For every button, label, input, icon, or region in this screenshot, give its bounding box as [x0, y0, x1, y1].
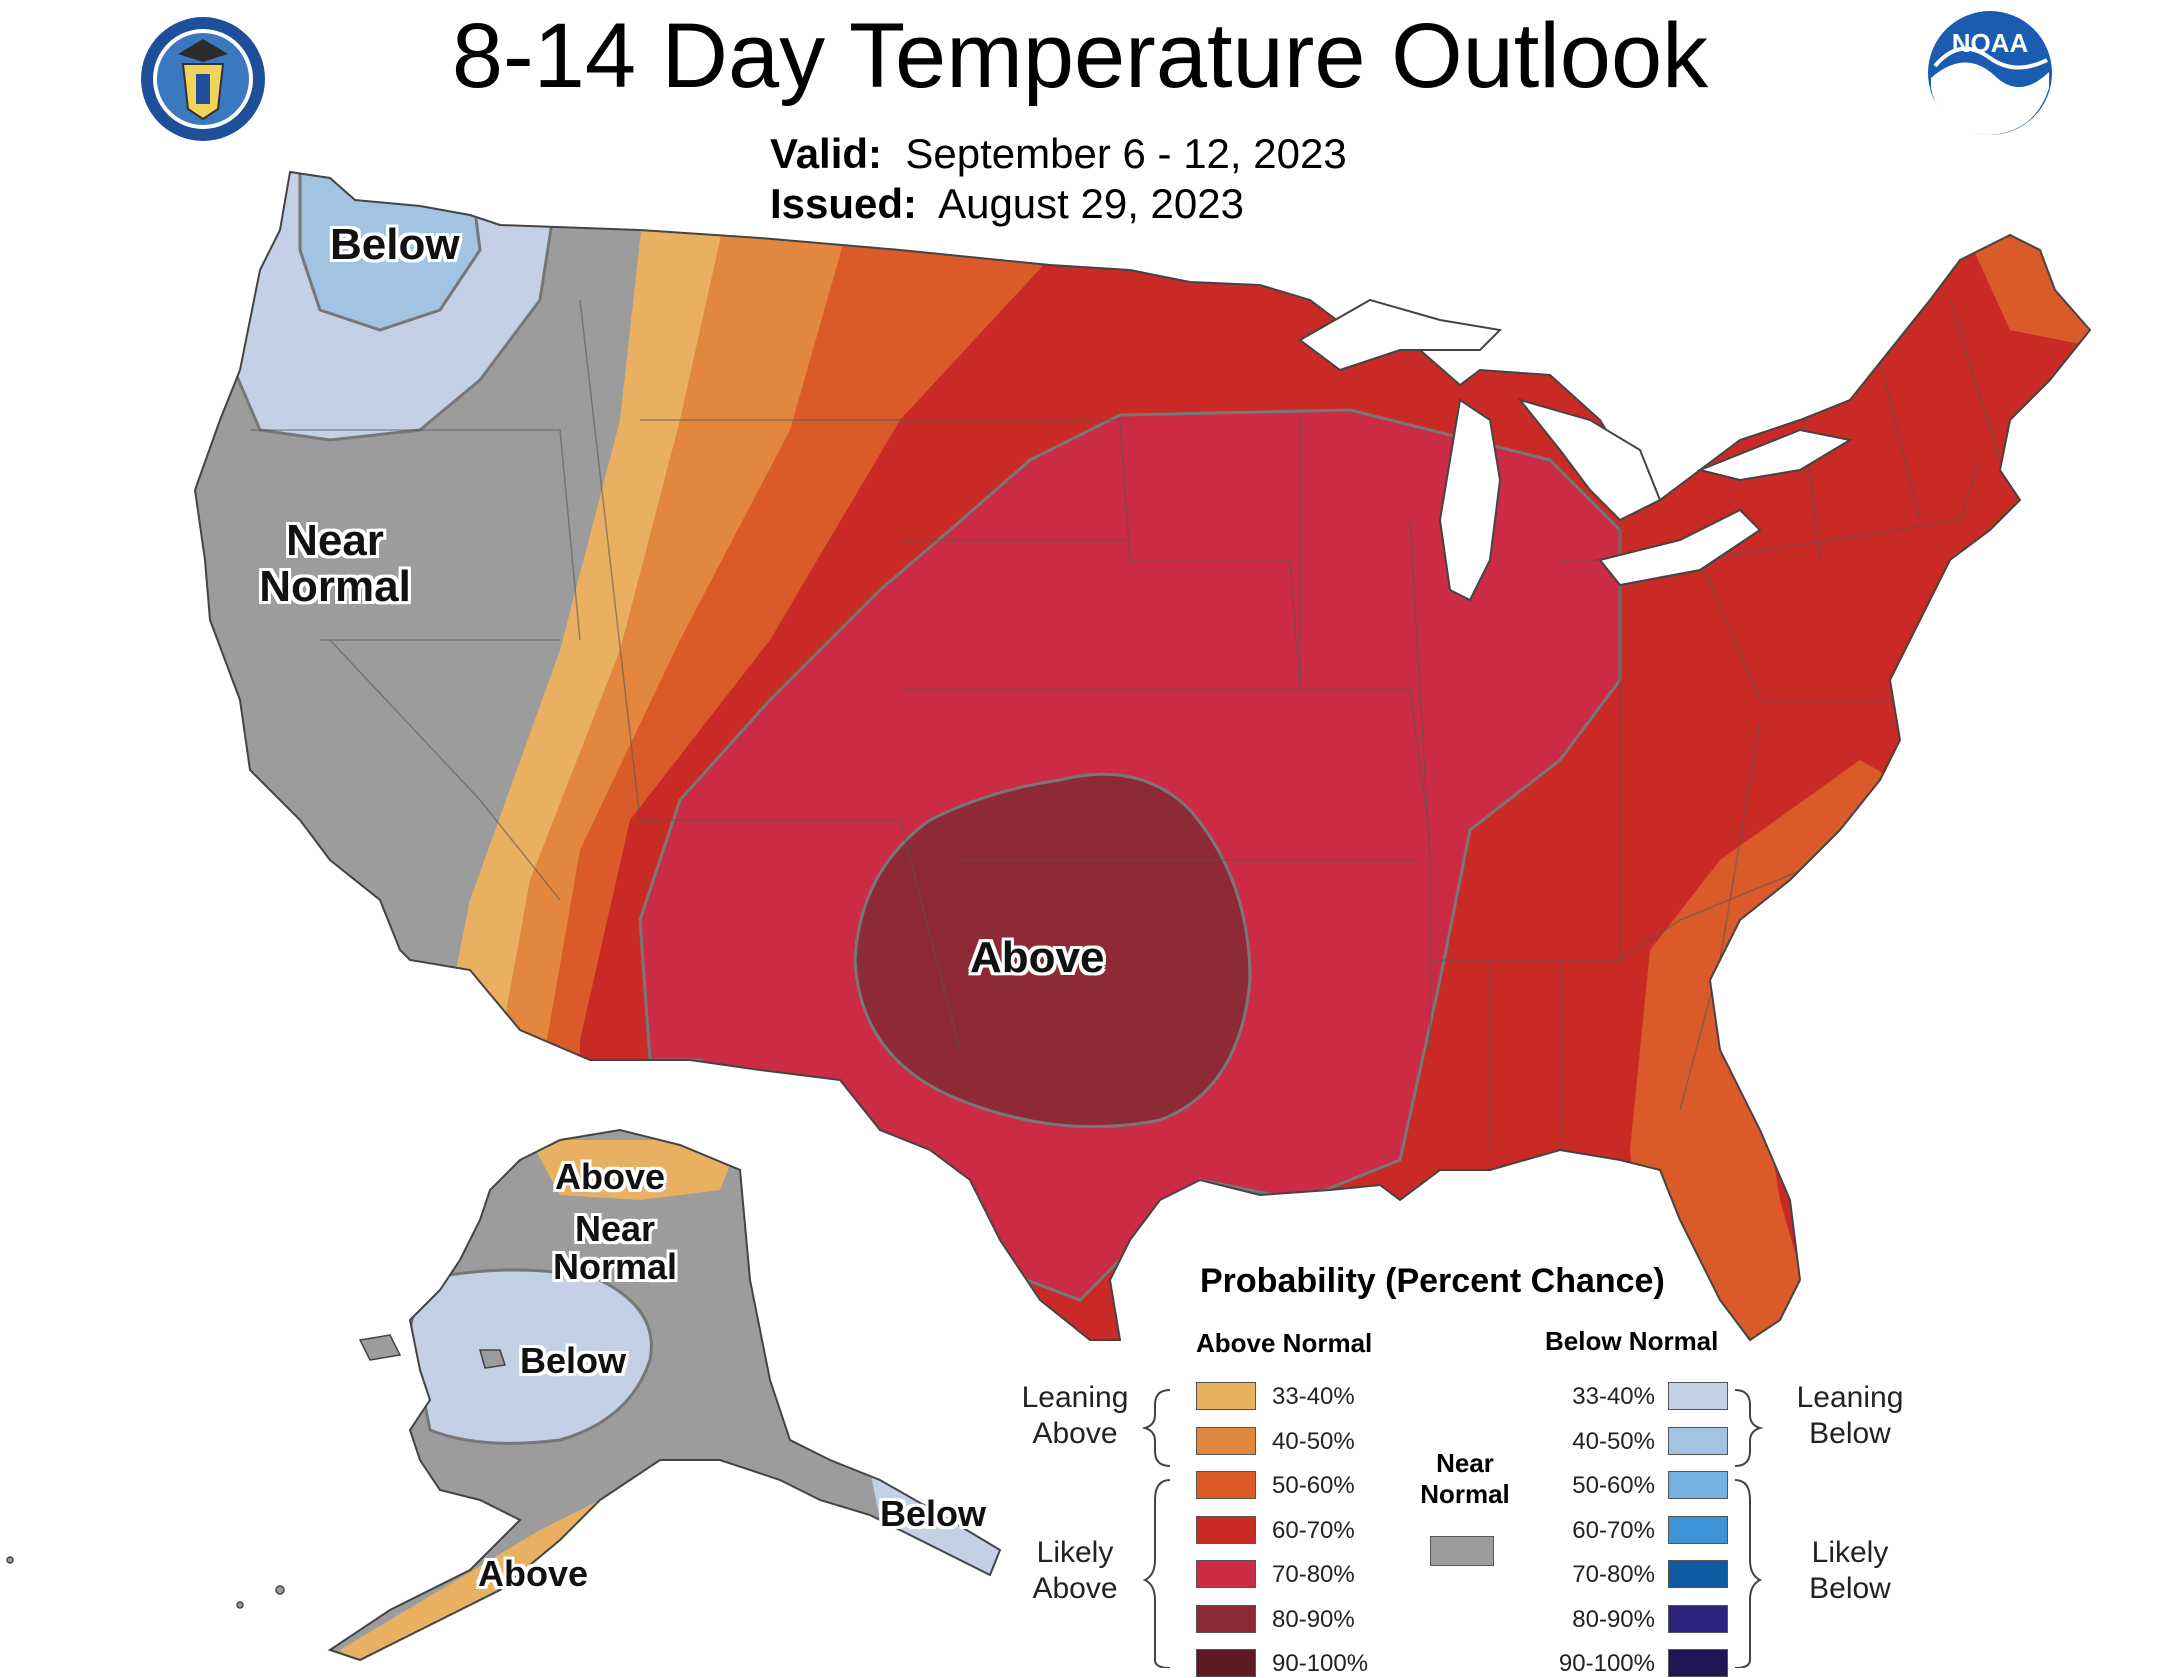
- legend-below-label-5: 80-90%: [1572, 1606, 1655, 1633]
- legend-below-swatch-4: [1668, 1560, 1728, 1588]
- noaa-logo-icon: NOAA: [1928, 11, 2052, 135]
- legend-above-swatch-6: [1196, 1649, 1256, 1677]
- legend-below-swatch-3: [1668, 1516, 1728, 1544]
- noaa-logo-text: NOAA: [1952, 28, 2029, 58]
- leaning-below-line1: Leaning: [1796, 1381, 1904, 1414]
- legend-above-label-2: 50-60%: [1272, 1472, 1355, 1499]
- legend-braces: [1141, 1389, 1764, 1668]
- conus-below-label: Below: [330, 220, 460, 269]
- map-title: 8-14 Day Temperature Outlook: [451, 5, 1709, 107]
- legend-above-swatch-0: [1196, 1382, 1256, 1410]
- legend-above-label-5: 80-90%: [1272, 1606, 1355, 1633]
- legend-below-swatch-2: [1668, 1471, 1728, 1499]
- conus-near-line1: Near: [286, 516, 384, 565]
- alaska-outline: [327, 1128, 1002, 1662]
- legend-below-label-1: 40-50%: [1572, 1428, 1655, 1455]
- likely-below-line1: Likely: [1811, 1536, 1889, 1569]
- alaska-near-line1: Near: [574, 1208, 656, 1249]
- issued-value: August 29, 2023: [938, 180, 1244, 227]
- legend-above-label-6: 90-100%: [1272, 1650, 1369, 1677]
- leaning-below-line2: Below: [1809, 1417, 1891, 1450]
- legend-below-swatch-5: [1668, 1605, 1728, 1633]
- legend-above-label-1: 40-50%: [1272, 1428, 1355, 1455]
- legend-below-label-0: 33-40%: [1572, 1383, 1655, 1410]
- valid-label: Valid:: [770, 130, 883, 177]
- legend-above-swatch-5: [1196, 1605, 1256, 1633]
- likely-above-label: Likely Above: [1010, 1535, 1140, 1607]
- legend-above-label-0: 33-40%: [1272, 1383, 1355, 1410]
- conus-outlook-regions: [195, 172, 2090, 1340]
- legend-below-swatch-0: [1668, 1382, 1728, 1410]
- alaska-above-sw-label: Above: [478, 1553, 589, 1594]
- legend-below-label-4: 70-80%: [1572, 1561, 1655, 1588]
- legend-below-label-2: 50-60%: [1572, 1472, 1655, 1499]
- leaning-below-label: Leaning Below: [1775, 1380, 1925, 1452]
- conus-above-label: Above: [970, 933, 1105, 982]
- alaska-below-label: Below: [520, 1340, 627, 1381]
- alaska-near-normal-label: Near Normal: [540, 1210, 690, 1286]
- issued-row: Issued: August 29, 2023: [770, 180, 1244, 228]
- legend-below-swatch-6: [1668, 1649, 1728, 1677]
- alaska-islands: [6, 1334, 506, 1609]
- valid-value: September 6 - 12, 2023: [905, 130, 1347, 177]
- alaska-above-north-label: Above: [555, 1156, 666, 1197]
- conus-near-line2: Normal: [259, 562, 411, 612]
- alaska-near-line2: Normal: [552, 1245, 678, 1287]
- conus-near-normal-label: Near Normal: [245, 516, 425, 612]
- likely-above-line1: Likely: [1036, 1536, 1114, 1569]
- leaning-above-line2: Above: [1032, 1417, 1118, 1450]
- near-normal-line2: Normal: [1420, 1479, 1510, 1510]
- legend-above-swatch-4: [1196, 1560, 1256, 1588]
- legend-below-header: Below Normal: [1545, 1326, 1719, 1356]
- likely-below-line2: Below: [1809, 1572, 1891, 1605]
- legend-above-label-4: 70-80%: [1272, 1561, 1355, 1588]
- legend-below-label-6: 90-100%: [1558, 1650, 1655, 1677]
- legend-above-label-3: 60-70%: [1272, 1517, 1355, 1544]
- likely-below-label: Likely Below: [1775, 1535, 1925, 1607]
- legend-above-swatch-1: [1196, 1427, 1256, 1455]
- leaning-above-line1: Leaning: [1021, 1381, 1129, 1414]
- near-normal-legend-label: Near Normal: [1410, 1448, 1520, 1510]
- leaning-above-label: Leaning Above: [1010, 1380, 1140, 1452]
- legend-below-swatch-1: [1668, 1427, 1728, 1455]
- legend-above-swatch-3: [1196, 1516, 1256, 1544]
- legend-above-header: Above Normal: [1196, 1328, 1373, 1358]
- likely-above-line2: Above: [1032, 1572, 1118, 1605]
- great-lakes: [1298, 298, 1853, 602]
- near-normal-line1: Near: [1436, 1448, 1494, 1478]
- near-normal-swatch: [1430, 1536, 1494, 1566]
- legend-above-swatch-2: [1196, 1471, 1256, 1499]
- legend-title: Probability (Percent Chance): [1200, 1262, 1665, 1300]
- alaska-below-se-label: Below: [880, 1493, 987, 1534]
- valid-row: Valid: September 6 - 12, 2023: [770, 130, 1347, 178]
- department-of-commerce-seal-icon: [141, 17, 265, 141]
- legend-below-label-3: 60-70%: [1572, 1517, 1655, 1544]
- issued-label: Issued:: [770, 180, 918, 227]
